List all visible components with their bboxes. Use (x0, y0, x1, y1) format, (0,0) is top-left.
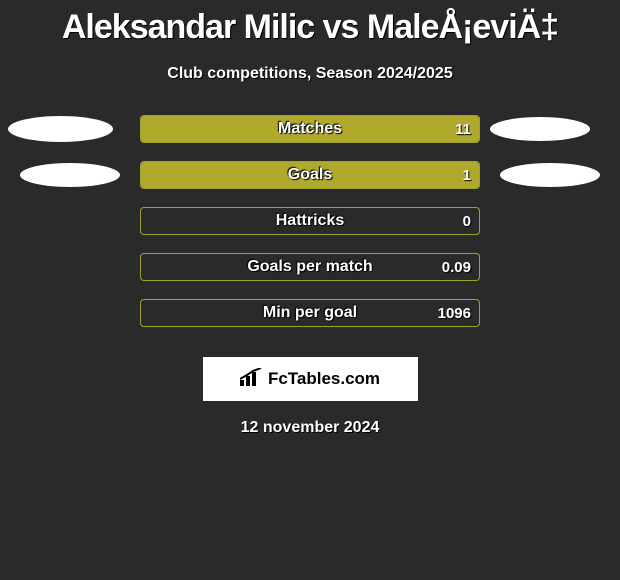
stat-value: 11 (455, 121, 471, 138)
page-subtitle: Club competitions, Season 2024/2025 (167, 65, 452, 83)
stat-row-mpg: Min per goal 1096 (0, 299, 620, 327)
stat-row-matches: Matches 11 (0, 115, 620, 143)
stat-bar: Matches 11 (140, 115, 480, 143)
stat-bar: Hattricks 0 (140, 207, 480, 235)
stat-label: Hattricks (141, 212, 479, 230)
stat-label: Goals (141, 166, 479, 184)
stat-row-hattricks: Hattricks 0 (0, 207, 620, 235)
stat-label: Matches (141, 120, 479, 138)
player-right-avatar (490, 117, 590, 141)
stats-chart: Matches 11 Goals 1 Hattricks 0 (0, 115, 620, 345)
logo-chart-icon (240, 368, 262, 391)
stat-row-gpm: Goals per match 0.09 (0, 253, 620, 281)
stat-bar: Min per goal 1096 (140, 299, 480, 327)
stat-label: Min per goal (141, 304, 479, 322)
date-label: 12 november 2024 (241, 419, 380, 437)
stat-value: 1 (463, 167, 471, 184)
stat-bar: Goals per match 0.09 (140, 253, 480, 281)
logo-banner: FcTables.com (203, 357, 418, 401)
player-left-avatar (20, 163, 120, 187)
stat-value: 1096 (438, 305, 471, 322)
stat-value: 0 (463, 213, 471, 230)
stat-row-goals: Goals 1 (0, 161, 620, 189)
player-right-avatar (500, 163, 600, 187)
logo-text: FcTables.com (268, 369, 380, 389)
stat-bar: Goals 1 (140, 161, 480, 189)
container: Aleksandar Milic vs MaleÅ¡eviÄ‡ Club com… (0, 0, 620, 437)
page-title: Aleksandar Milic vs MaleÅ¡eviÄ‡ (62, 8, 558, 47)
player-left-avatar (8, 116, 113, 142)
stat-label: Goals per match (141, 258, 479, 276)
stat-value: 0.09 (442, 259, 471, 276)
